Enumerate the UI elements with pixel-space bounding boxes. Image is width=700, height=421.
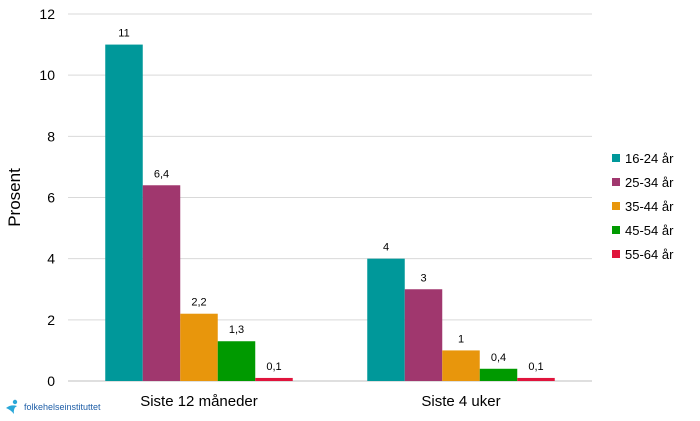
legend-swatch bbox=[612, 250, 620, 258]
x-category-label: Siste 12 måneder bbox=[140, 393, 258, 410]
legend-label: 35-44 år bbox=[625, 199, 674, 214]
legend-label: 55-64 år bbox=[625, 247, 674, 262]
bar bbox=[442, 350, 480, 381]
y-axis-title: Prosent bbox=[5, 168, 24, 227]
data-label: 0,1 bbox=[266, 361, 281, 373]
data-label: 0,4 bbox=[491, 352, 506, 364]
x-category-label: Siste 4 uker bbox=[421, 393, 500, 410]
bar bbox=[105, 44, 143, 381]
legend-label: 16-24 år bbox=[625, 151, 674, 166]
fhi-logo: folkehelseinstituttet bbox=[4, 398, 101, 416]
y-tick-label: 10 bbox=[39, 67, 55, 83]
legend-swatch bbox=[612, 178, 620, 186]
bar bbox=[479, 368, 518, 381]
data-label: 1,3 bbox=[229, 324, 244, 336]
bar bbox=[180, 313, 218, 381]
bar bbox=[217, 341, 256, 381]
bar bbox=[404, 289, 443, 381]
data-label: 6,4 bbox=[154, 168, 169, 180]
legend-label: 45-54 år bbox=[625, 223, 674, 238]
legend-swatch bbox=[612, 154, 620, 162]
legend-swatch bbox=[612, 226, 620, 234]
data-label: 3 bbox=[420, 272, 426, 284]
data-label: 1 bbox=[458, 333, 464, 345]
bar bbox=[255, 377, 293, 381]
data-label: 0,1 bbox=[528, 361, 543, 373]
legend-swatch bbox=[612, 202, 620, 210]
y-tick-label: 8 bbox=[47, 128, 55, 144]
bar bbox=[367, 258, 405, 381]
fhi-logo-icon bbox=[6, 399, 18, 414]
data-label: 2,2 bbox=[191, 297, 206, 309]
y-tick-label: 6 bbox=[47, 190, 55, 206]
bar bbox=[517, 377, 555, 381]
y-tick-label: 12 bbox=[39, 6, 55, 22]
data-label: 11 bbox=[118, 28, 129, 40]
y-tick-label: 0 bbox=[47, 373, 55, 389]
data-label: 4 bbox=[383, 242, 389, 254]
y-tick-label: 4 bbox=[47, 251, 55, 267]
y-tick-label: 2 bbox=[47, 312, 55, 328]
bar bbox=[142, 185, 181, 381]
legend-label: 25-34 år bbox=[625, 175, 674, 190]
fhi-logo-text: folkehelseinstituttet bbox=[24, 402, 101, 412]
